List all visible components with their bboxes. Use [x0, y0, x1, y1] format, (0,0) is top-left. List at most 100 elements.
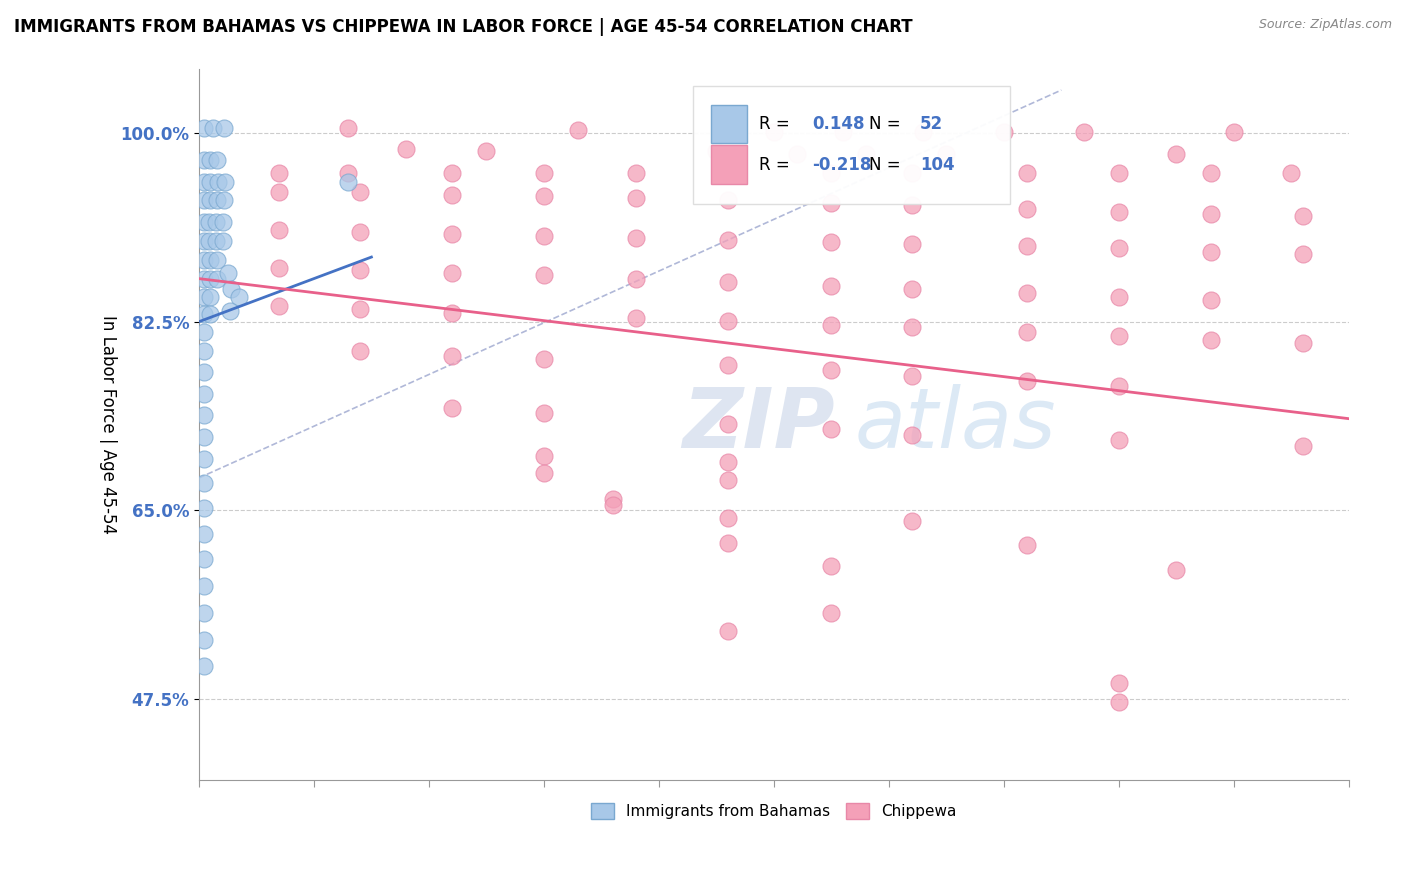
Text: N =: N = — [869, 155, 907, 174]
Point — [533, 450, 555, 464]
Point — [717, 275, 740, 289]
Point — [395, 142, 418, 156]
Point — [193, 290, 215, 304]
Point — [207, 175, 229, 189]
Point — [337, 120, 360, 135]
Point — [201, 120, 224, 135]
Legend: Immigrants from Bahamas, Chippewa: Immigrants from Bahamas, Chippewa — [585, 797, 963, 825]
Point — [1108, 379, 1130, 393]
Point — [533, 466, 555, 480]
Point — [193, 409, 215, 423]
Point — [193, 365, 215, 379]
Point — [193, 175, 215, 189]
Point — [820, 606, 842, 620]
Point — [200, 253, 222, 268]
Point — [1015, 285, 1038, 300]
Point — [193, 326, 215, 340]
Point — [717, 166, 740, 180]
Point — [193, 527, 215, 541]
Point — [1108, 675, 1130, 690]
Point — [533, 352, 555, 367]
Point — [1108, 166, 1130, 180]
Point — [207, 193, 229, 207]
Point — [440, 349, 463, 363]
Point — [624, 191, 647, 205]
Point — [1199, 293, 1222, 308]
Point — [717, 510, 740, 524]
Point — [901, 198, 924, 212]
Point — [717, 358, 740, 372]
Point — [349, 186, 371, 200]
Point — [219, 282, 242, 296]
Point — [717, 624, 740, 638]
Point — [567, 123, 589, 137]
Point — [831, 125, 853, 139]
Point — [349, 301, 371, 316]
Point — [214, 175, 236, 189]
Text: 52: 52 — [920, 115, 943, 133]
Point — [193, 501, 215, 516]
Point — [349, 263, 371, 277]
Point — [212, 120, 235, 135]
Point — [207, 253, 229, 268]
Text: ZIP: ZIP — [682, 384, 835, 465]
Point — [193, 632, 215, 647]
Point — [212, 193, 235, 207]
Text: atlas: atlas — [855, 384, 1056, 465]
Point — [602, 498, 624, 512]
Point — [337, 166, 360, 180]
FancyBboxPatch shape — [693, 87, 1010, 203]
Point — [349, 343, 371, 358]
Text: N =: N = — [869, 115, 907, 133]
Point — [1015, 202, 1038, 216]
Point — [624, 271, 647, 285]
Point — [193, 271, 215, 285]
Point — [820, 235, 842, 249]
Point — [198, 234, 221, 248]
Y-axis label: In Labor Force | Age 45-54: In Labor Force | Age 45-54 — [100, 315, 117, 533]
Point — [269, 299, 291, 313]
FancyBboxPatch shape — [710, 145, 748, 184]
Point — [228, 290, 250, 304]
Point — [269, 260, 291, 275]
Point — [624, 230, 647, 244]
Point — [1166, 562, 1188, 576]
Point — [212, 214, 235, 228]
Point — [1015, 538, 1038, 552]
Point — [901, 320, 924, 334]
Point — [820, 363, 842, 377]
Point — [717, 313, 740, 327]
Point — [717, 455, 740, 469]
Point — [200, 193, 222, 207]
Point — [1199, 207, 1222, 221]
Text: IMMIGRANTS FROM BAHAMAS VS CHIPPEWA IN LABOR FORCE | AGE 45-54 CORRELATION CHART: IMMIGRANTS FROM BAHAMAS VS CHIPPEWA IN L… — [14, 18, 912, 36]
Point — [269, 186, 291, 200]
Point — [200, 175, 222, 189]
Point — [1199, 333, 1222, 347]
Point — [1015, 374, 1038, 388]
Point — [1108, 434, 1130, 448]
Point — [901, 368, 924, 383]
Point — [193, 234, 215, 248]
Point — [624, 166, 647, 180]
Point — [855, 146, 877, 161]
Point — [1223, 125, 1246, 139]
Point — [1015, 166, 1038, 180]
Point — [533, 228, 555, 243]
Point — [440, 227, 463, 242]
Point — [1108, 204, 1130, 219]
Point — [901, 282, 924, 296]
FancyBboxPatch shape — [710, 104, 748, 144]
Point — [820, 559, 842, 574]
Point — [200, 271, 222, 285]
Point — [706, 145, 728, 159]
Point — [1292, 336, 1315, 351]
Text: Source: ZipAtlas.com: Source: ZipAtlas.com — [1258, 18, 1392, 31]
Point — [762, 125, 785, 139]
Point — [440, 266, 463, 280]
Point — [193, 606, 215, 620]
Point — [820, 279, 842, 293]
Point — [193, 659, 215, 673]
Point — [219, 304, 242, 318]
Point — [193, 430, 215, 444]
